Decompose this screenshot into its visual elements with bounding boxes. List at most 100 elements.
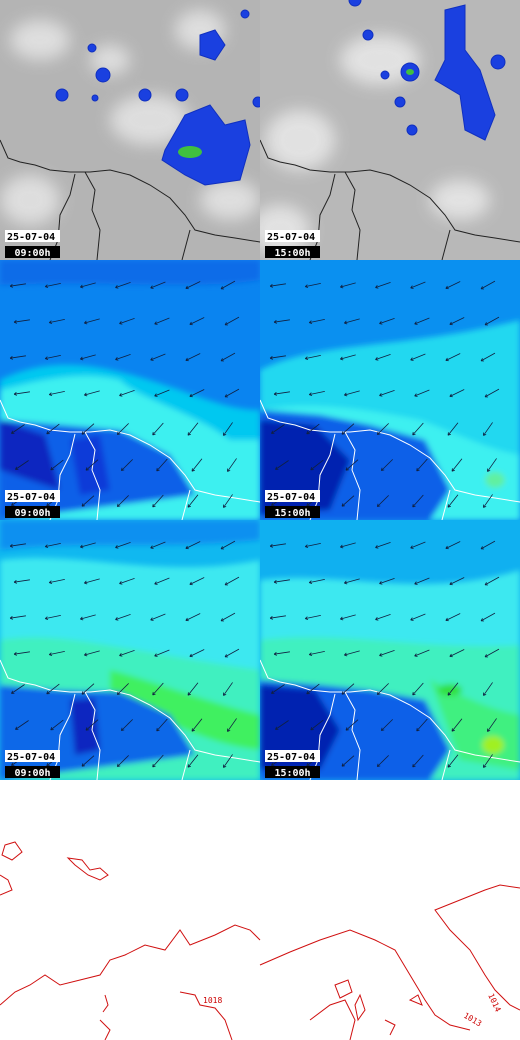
wind-arrow: [224, 388, 240, 398]
wind-arrow: [224, 648, 240, 658]
wind-arrow: [15, 460, 29, 470]
wind-arrow: [273, 651, 290, 656]
wind-arrow: [116, 423, 129, 436]
time-label: 09:00h: [14, 248, 50, 259]
wind-arrow: [191, 718, 203, 732]
wind-arrow: [79, 282, 96, 289]
wind-arrow: [345, 459, 359, 471]
wind-arrow: [341, 755, 355, 767]
date-box: [265, 490, 320, 502]
wind-arrow: [271, 684, 285, 694]
wind-arrow: [220, 352, 236, 362]
wind-arrow: [484, 388, 500, 398]
panel-pressure-09: [0, 841, 261, 1040]
wind-arrow: [339, 614, 356, 621]
contour-label: 1018: [203, 996, 222, 1005]
wind-arrow: [83, 650, 100, 657]
wind-arrow: [341, 683, 355, 695]
wind-arrow: [120, 719, 133, 732]
wind-arrow: [185, 353, 201, 362]
wind-arrow: [189, 389, 205, 398]
wind-arrow: [48, 650, 65, 657]
date-label: 25-07-04: [7, 232, 55, 243]
wind-arrow: [11, 684, 25, 694]
wind-arrow: [310, 719, 324, 731]
wind-arrow: [449, 389, 465, 398]
wind-arrow: [152, 422, 164, 436]
wind-arrow: [223, 754, 233, 768]
wind-arrow: [115, 282, 131, 289]
wind-arrow: [375, 614, 391, 621]
wind-arrow: [269, 283, 286, 288]
panel-sat-09: [0, 0, 260, 260]
wind-arrow: [185, 613, 201, 622]
date-label: 25-07-04: [267, 752, 315, 763]
wind-arrow: [447, 682, 459, 696]
wind-arrow: [269, 543, 286, 548]
wind-arrow: [9, 355, 26, 360]
wind-arrow: [445, 281, 461, 290]
wind-arrow: [414, 577, 430, 585]
wind-arrow: [379, 390, 395, 397]
wind-arrow: [185, 281, 201, 290]
wind-arrow: [223, 422, 233, 436]
wind-arrow: [116, 495, 129, 508]
time-label: 09:00h: [14, 768, 50, 779]
wind-arrow: [187, 754, 199, 768]
wind-arrow: [83, 390, 100, 397]
wind-arrow: [310, 459, 324, 471]
time-label: 15:00h: [274, 768, 310, 779]
wind-arrow: [379, 650, 395, 657]
time-box: [5, 766, 60, 778]
wind-arrow: [224, 576, 240, 586]
time-label: 15:00h: [274, 508, 310, 519]
wind-arrow: [273, 319, 290, 324]
wind-arrow: [85, 459, 99, 471]
wind-arrow: [79, 354, 96, 361]
date-box: [265, 230, 320, 242]
wind-arrow: [227, 458, 237, 472]
wind-arrow: [271, 424, 285, 434]
wind-arrow: [375, 282, 391, 289]
time-label: 15:00h: [274, 248, 310, 259]
wind-arrow: [412, 494, 424, 508]
wind-arrow: [449, 317, 465, 326]
wind-arrow: [116, 755, 129, 768]
time-box: [5, 506, 60, 518]
wind-arrow: [480, 280, 496, 290]
wind-arrow: [48, 578, 65, 585]
wind-arrow: [449, 649, 465, 658]
wind-arrow: [9, 543, 26, 548]
wind-arrow: [189, 577, 205, 586]
wind-arrow: [119, 318, 135, 325]
wind-arrow: [185, 541, 201, 550]
timestamp-labels: 25-07-04 09:00h 25-07-04 15:00h 25-07-04 09:0…: [5, 230, 320, 779]
wind-arrow: [487, 458, 497, 472]
wind-arrow: [447, 422, 459, 436]
wind-arrow: [15, 720, 29, 730]
wind-arrow: [379, 578, 395, 585]
wind-arrow: [447, 494, 459, 508]
wind-arrow: [189, 317, 205, 326]
wind-arrow: [83, 318, 100, 325]
wind-arrow: [44, 542, 61, 549]
wind-arrow: [380, 459, 393, 472]
wind-arrow: [11, 424, 25, 434]
wind-arrow: [152, 682, 164, 696]
wind-arrow: [154, 389, 170, 397]
wind-arrow: [304, 282, 321, 289]
wind-arrow: [451, 458, 463, 472]
wind-arrow: [375, 542, 391, 549]
wind-arrow: [343, 390, 360, 397]
panel-wind2-15: [260, 520, 520, 780]
wind-arrow: [224, 316, 240, 326]
wind-arrow: [13, 319, 30, 324]
wind-arrow: [152, 754, 164, 768]
wind-arrow: [154, 317, 170, 325]
wind-arrow: [269, 355, 286, 360]
date-box: [5, 490, 60, 502]
time-box: [265, 766, 320, 778]
wind-arrow: [154, 577, 170, 585]
